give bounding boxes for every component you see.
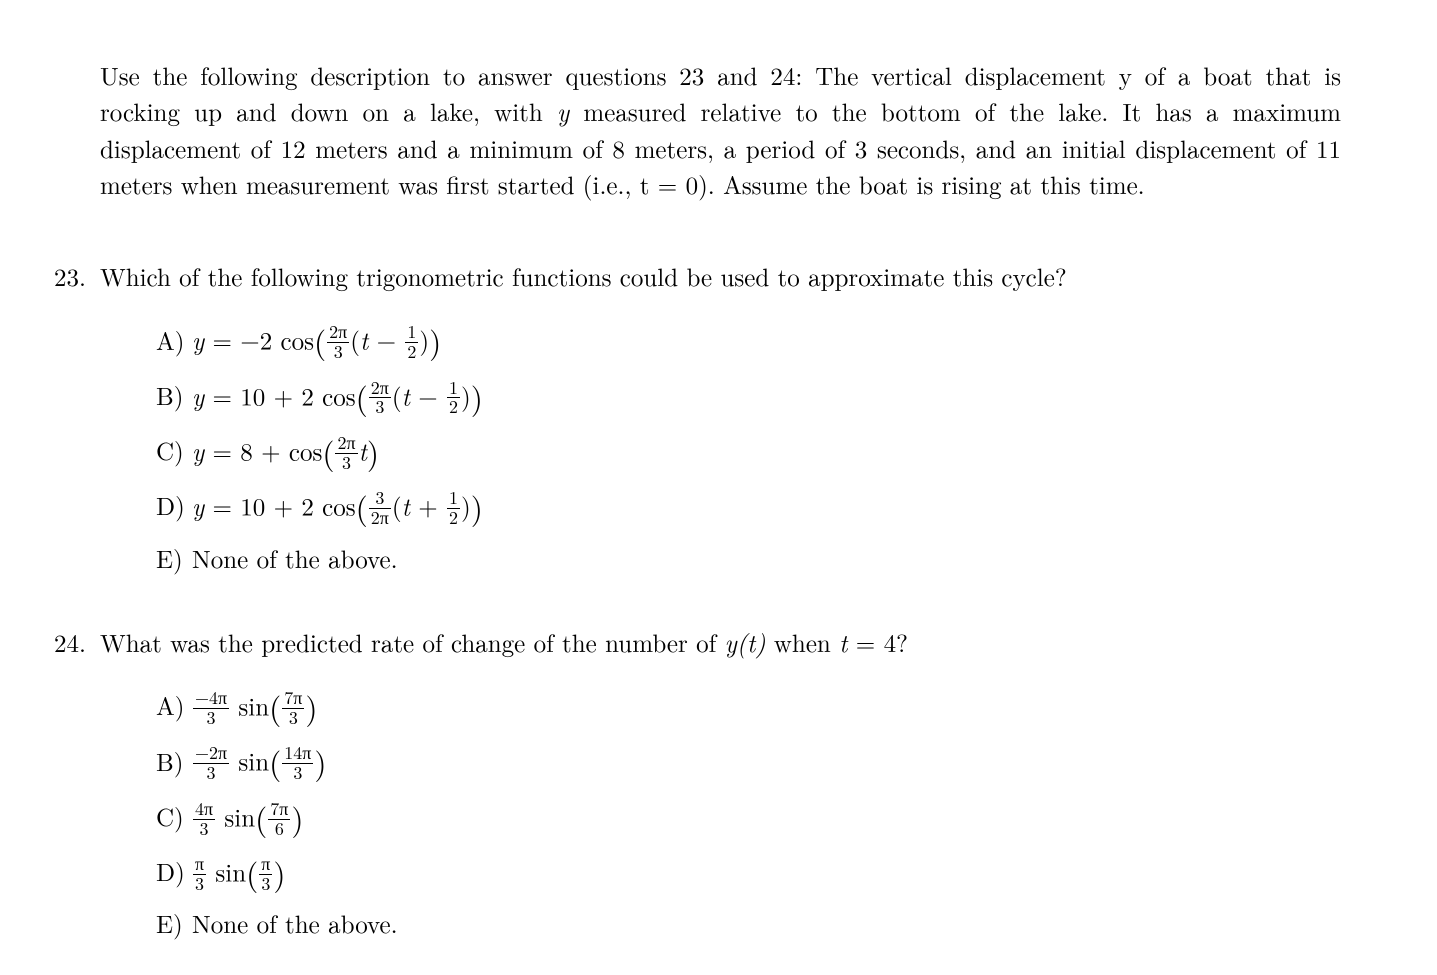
q23-choices: A) y = −2 cos(2π3(t − 12)) B) y = 10 + 2…	[156, 319, 1341, 577]
choice-letter: B)	[156, 744, 192, 780]
choice-text: None of the above.	[192, 906, 398, 942]
choice-letter: C)	[156, 433, 192, 469]
question-number: 23.	[44, 259, 100, 295]
choice-letter: A)	[156, 688, 192, 724]
q23-choice-d: D) y = 10 + 2 cos(32π(t + 12))	[156, 485, 1341, 530]
q23-choice-a: A) y = −2 cos(2π3(t − 12))	[156, 319, 1341, 364]
choice-text: None of the above.	[192, 541, 398, 577]
q24-choice-d: D) π3 sin(π3)	[156, 851, 1341, 896]
q24-choice-c: C) 4π3 sin(7π6)	[156, 796, 1341, 841]
q24-choice-e: E) None of the above.	[156, 906, 1341, 942]
q23-choice-c: C) y = 8 + cos(2π3t)	[156, 430, 1341, 475]
choice-letter: A)	[156, 323, 192, 359]
question-text: Which of the following trigonometric fun…	[100, 259, 1341, 295]
q24-choice-a: A) −4π3 sin(7π3)	[156, 685, 1341, 730]
choice-letter: D)	[156, 854, 192, 890]
choice-letter: B)	[156, 378, 192, 414]
choice-expr: y = −2 cos(2π3(t − 12))	[192, 319, 441, 364]
intro-paragraph: Use the following description to answer …	[100, 58, 1341, 203]
question-24: 24. What was the predicted rate of chang…	[44, 625, 1341, 661]
choice-expr: 4π3 sin(7π6)	[192, 796, 304, 841]
choice-letter: E)	[156, 541, 192, 577]
question-23: 23. Which of the following trigonometric…	[44, 259, 1341, 295]
q24-choice-b: B) −2π3 sin(14π3)	[156, 740, 1341, 785]
page: Use the following description to answer …	[0, 0, 1437, 975]
question-number: 24.	[44, 625, 100, 661]
choice-expr: y = 10 + 2 cos(2π3(t − 12))	[192, 375, 483, 420]
choice-letter: E)	[156, 906, 192, 942]
q23-choice-b: B) y = 10 + 2 cos(2π3(t − 12))	[156, 375, 1341, 420]
choice-expr: −4π3 sin(7π3)	[192, 685, 318, 730]
q23-choice-e: E) None of the above.	[156, 541, 1341, 577]
choice-letter: C)	[156, 799, 192, 835]
choice-expr: y = 8 + cos(2π3t)	[192, 430, 379, 475]
q24-choices: A) −4π3 sin(7π3) B) −2π3 sin(14π3) C) 4π…	[156, 685, 1341, 943]
choice-expr: y = 10 + 2 cos(32π(t + 12))	[192, 485, 483, 530]
choice-expr: π3 sin(π3)	[192, 851, 286, 896]
choice-letter: D)	[156, 488, 192, 524]
question-text: What was the predicted rate of change of…	[100, 625, 1341, 661]
choice-expr: −2π3 sin(14π3)	[192, 740, 327, 785]
